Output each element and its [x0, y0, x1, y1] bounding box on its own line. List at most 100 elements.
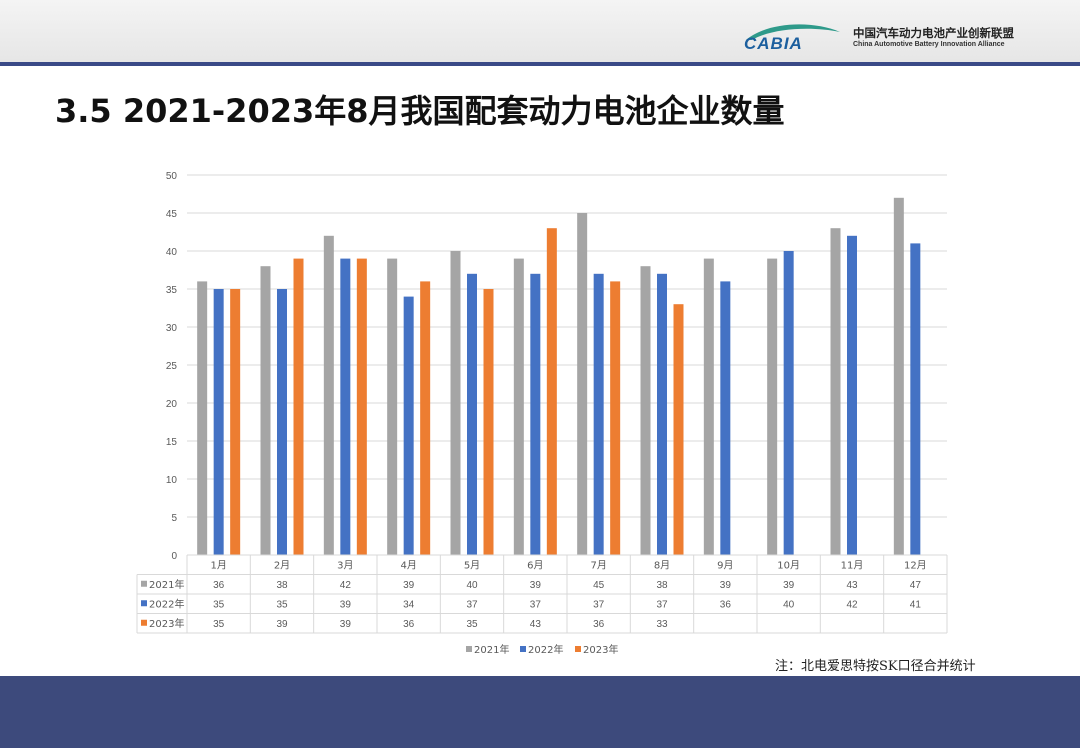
data-label: 36	[403, 619, 415, 630]
bar	[260, 266, 271, 555]
y-tick-label: 35	[166, 285, 178, 296]
bar	[356, 258, 367, 555]
bar	[703, 258, 714, 555]
y-tick-label: 5	[171, 513, 177, 524]
bar	[340, 258, 351, 555]
y-tick-label: 30	[166, 323, 178, 334]
x-tick-label: 8月	[654, 560, 670, 572]
header-bar	[0, 0, 1080, 62]
x-tick-label: 9月	[717, 560, 733, 572]
bar	[420, 281, 431, 555]
legend-label: 2023年	[583, 643, 618, 656]
x-tick-label: 11月	[841, 560, 864, 572]
bar	[450, 251, 461, 555]
slide-title: 3.5 2021-2023年8月我国配套动力电池企业数量	[55, 92, 785, 130]
data-label: 34	[403, 599, 415, 610]
data-label: 37	[593, 599, 605, 610]
data-label: 37	[466, 599, 478, 610]
data-label: 35	[466, 619, 478, 630]
data-label: 39	[530, 580, 542, 591]
footnote: 注：北电爱思特按SK口径合并统计	[775, 659, 976, 674]
x-tick-label: 12月	[904, 560, 927, 572]
legend-label: 2021年	[474, 643, 509, 656]
data-label: 35	[213, 599, 225, 610]
logo-text: CABIA	[744, 34, 803, 52]
data-label: 38	[276, 580, 288, 591]
bar	[293, 258, 304, 555]
data-label: 39	[783, 580, 795, 591]
data-label: 37	[530, 599, 542, 610]
data-label: 40	[783, 599, 795, 610]
y-tick-label: 0	[171, 551, 177, 562]
bar	[513, 258, 524, 555]
table-series-label: 2021年	[149, 578, 184, 591]
footer-bar	[0, 676, 1080, 748]
x-tick-label: 7月	[590, 560, 606, 572]
x-tick-label: 3月	[337, 560, 353, 572]
bar	[720, 281, 731, 555]
data-label: 42	[340, 580, 352, 591]
table-legend-key	[141, 600, 147, 607]
data-label: 40	[466, 580, 478, 591]
data-label: 41	[910, 599, 922, 610]
bar	[197, 281, 208, 555]
data-label: 45	[593, 580, 605, 591]
data-label: 33	[656, 619, 668, 630]
cabia-logo: CABIA	[744, 24, 840, 52]
table-legend-key	[141, 619, 147, 626]
bar	[847, 235, 857, 556]
data-label: 35	[276, 599, 288, 610]
bar	[213, 289, 224, 555]
bar	[657, 273, 667, 555]
data-label: 39	[276, 619, 288, 630]
y-tick-label: 50	[166, 171, 178, 182]
legend-key	[575, 646, 581, 652]
bar	[467, 273, 477, 555]
logo-swoosh	[746, 24, 840, 40]
x-tick-label: 1月	[210, 560, 226, 572]
bar	[610, 281, 621, 555]
bar	[577, 213, 588, 555]
data-label: 38	[656, 580, 668, 591]
bar	[673, 304, 684, 555]
data-label: 39	[340, 599, 352, 610]
data-label: 36	[720, 599, 732, 610]
x-tick-label: 4月	[400, 560, 416, 572]
legend-key	[466, 646, 472, 652]
y-tick-label: 25	[166, 361, 178, 372]
x-tick-label: 10月	[777, 560, 800, 572]
data-label: 35	[213, 619, 225, 630]
org-name-cn: 中国汽车动力电池产业创新联盟	[853, 26, 1014, 40]
bar	[277, 289, 287, 555]
data-label: 36	[213, 580, 225, 591]
legend-key	[520, 646, 526, 652]
x-tick-label: 6月	[527, 560, 543, 572]
table-legend-key	[141, 580, 147, 587]
data-label: 39	[340, 619, 352, 630]
bar	[530, 273, 541, 555]
y-tick-label: 45	[166, 209, 178, 220]
bar	[230, 289, 241, 555]
bar	[483, 289, 494, 555]
legend-label: 2022年	[528, 643, 563, 656]
bar	[640, 266, 651, 555]
y-tick-label: 40	[166, 247, 178, 258]
bar	[546, 228, 557, 555]
bar	[593, 273, 604, 555]
org-name-en: China Automotive Battery Innovation Alli…	[853, 41, 1005, 48]
data-label: 37	[656, 599, 668, 610]
x-tick-label: 5月	[464, 560, 480, 572]
y-tick-label: 10	[166, 475, 178, 486]
bar	[767, 258, 778, 555]
y-tick-label: 20	[166, 399, 178, 410]
data-label: 42	[846, 599, 858, 610]
bar	[403, 296, 414, 555]
data-label: 47	[910, 580, 922, 591]
data-label: 39	[403, 580, 415, 591]
bar	[323, 235, 334, 556]
x-tick-label: 2月	[274, 560, 290, 572]
table-series-label: 2022年	[149, 597, 184, 610]
bar	[387, 258, 398, 555]
data-label: 43	[846, 580, 858, 591]
bar	[783, 251, 794, 555]
